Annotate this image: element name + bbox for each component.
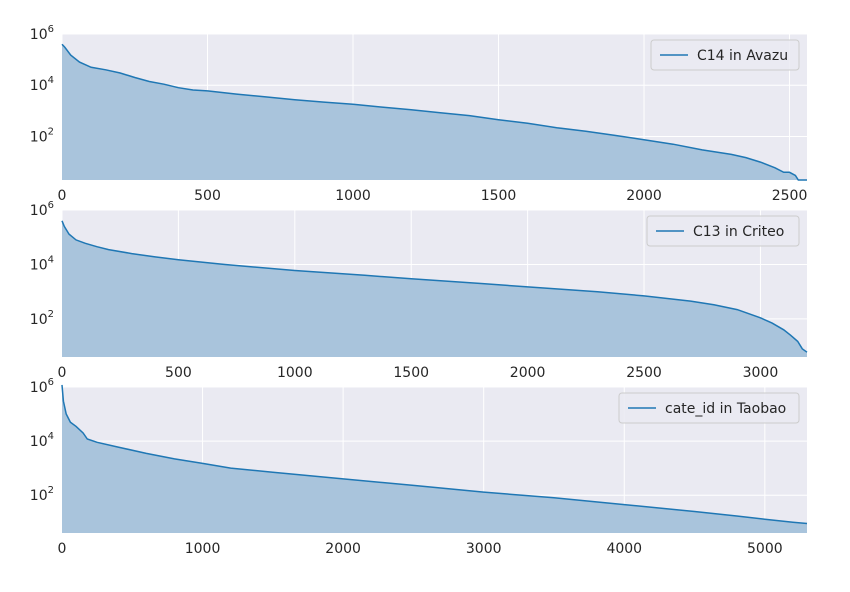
subplot-1: 0 500 1000 1500 2000 2500 102 104 106 C14 in Avaz… [30, 24, 808, 204]
x-tick-label: 2000 [325, 541, 361, 557]
x-tick-label: 1000 [185, 541, 221, 557]
legend-box [650, 39, 800, 71]
x-tick-label: 1500 [393, 365, 429, 381]
y-tick-label: 104 [30, 75, 54, 94]
legend-label: cate_id in Taobao [665, 401, 786, 417]
x-tick-label: 1500 [481, 188, 517, 204]
legend-label: C13 in Criteo [693, 224, 784, 240]
legend-box [618, 392, 800, 424]
series-area [62, 220, 807, 357]
legend: cate_id in Taobao [618, 392, 800, 424]
y-tick-label: 106 [30, 24, 54, 43]
y-tick-label: 104 [30, 431, 54, 450]
y-tick-label: 102 [30, 126, 54, 145]
series-line [61, 43, 807, 181]
x-tick-label: 500 [194, 188, 221, 204]
x-tick-label: 0 [58, 541, 67, 557]
x-tick-label: 3000 [466, 541, 502, 557]
x-tick-label: 1000 [277, 365, 313, 381]
series-line [61, 384, 808, 525]
y-tick-label: 106 [30, 200, 54, 219]
legend-box [646, 215, 800, 247]
x-tick-label: 0 [58, 188, 67, 204]
x-tick-label: 5000 [747, 541, 783, 557]
x-tick-label: 500 [165, 365, 192, 381]
subplot-3: 0 1000 2000 3000 4000 5000 102 104 106 cate_id in… [30, 377, 808, 557]
series-area [62, 384, 807, 533]
legend-label: C14 in Avazu [697, 48, 788, 64]
series-line [61, 220, 808, 353]
legend: C14 in Avazu [650, 39, 800, 71]
x-tick-label: 2000 [510, 365, 546, 381]
y-tick-label: 102 [30, 485, 54, 504]
x-tick-label: 2000 [626, 188, 662, 204]
y-tick-label: 102 [30, 309, 54, 328]
y-tick-label: 104 [30, 254, 54, 273]
x-tick-label: 3000 [743, 365, 779, 381]
legend: C13 in Criteo [646, 215, 800, 247]
series-area [62, 44, 807, 181]
x-tick-label: 1000 [335, 188, 371, 204]
x-tick-label: 0 [58, 365, 67, 381]
x-tick-label: 2500 [626, 365, 662, 381]
x-tick-label: 2500 [772, 188, 808, 204]
y-tick-label: 106 [30, 377, 54, 396]
x-tick-label: 4000 [606, 541, 642, 557]
subplot-2: 0 500 1000 1500 2000 2500 3000 102 104 106 C13 in … [30, 200, 808, 381]
